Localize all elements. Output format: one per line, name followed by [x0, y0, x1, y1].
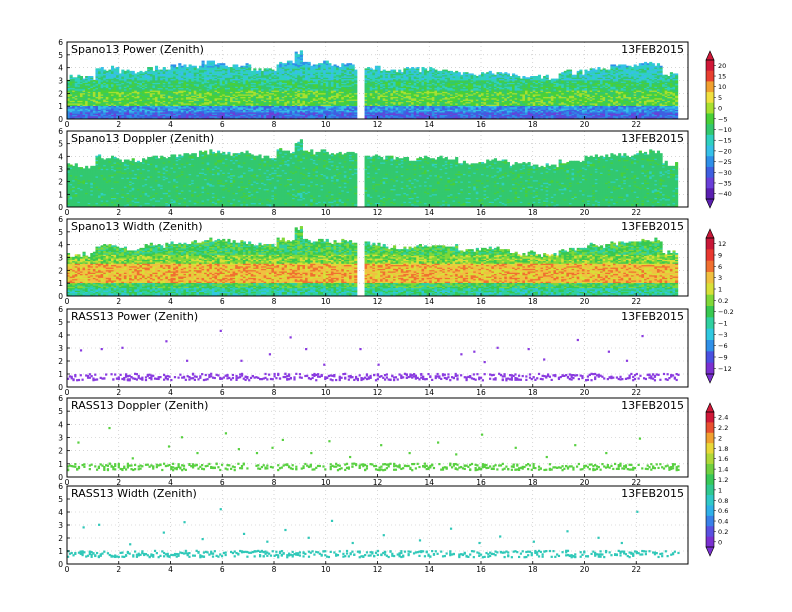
- heatmap-cell: [202, 61, 205, 63]
- heatmap-cell: [328, 63, 331, 65]
- heatmap-cell: [70, 75, 73, 77]
- heatmap-cell: [178, 63, 181, 65]
- heatmap-cell: [212, 61, 215, 63]
- heatmap-cell: [393, 70, 396, 72]
- heatmap-cell: [155, 66, 158, 68]
- heatmap-cell: [150, 67, 153, 69]
- heatmap-cell: [258, 68, 261, 70]
- heatmap-cell: [248, 64, 251, 66]
- heatmap-cell: [326, 61, 329, 63]
- heatmap-cell: [116, 67, 119, 69]
- heatmap-cell: [101, 67, 104, 69]
- heatmap-cell: [194, 66, 197, 68]
- profiler-plot-stage: 0 2 4 6 8 10 12 14 16 18 20 220123456Spano13 Power …: [0, 0, 792, 612]
- heatmap-cell: [354, 70, 357, 72]
- heatmap-cell: [173, 64, 176, 66]
- heatmap-cell: [378, 66, 381, 68]
- heatmap-cell: [352, 64, 355, 66]
- heatmap-cell: [90, 76, 93, 78]
- heatmap-cell: [183, 64, 186, 66]
- heatmap-cell: [290, 61, 293, 63]
- heatmap-cell: [308, 62, 311, 64]
- heatmap-cell: [111, 66, 114, 68]
- heatmap-cell: [222, 63, 225, 65]
- heatmap-cell: [253, 68, 256, 70]
- heatmap-cell: [300, 50, 303, 52]
- heatmap-cell: [163, 67, 166, 69]
- heatmap-cell: [235, 64, 238, 66]
- heatmap-cell: [132, 71, 135, 73]
- heatmap-cell: [295, 52, 298, 54]
- heatmap-cell: [80, 76, 83, 78]
